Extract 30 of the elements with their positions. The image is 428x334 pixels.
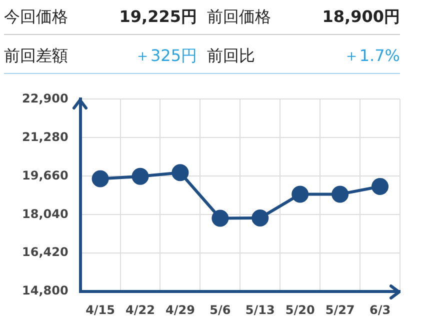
x-tick-label: 4/22	[126, 302, 155, 317]
point	[292, 186, 309, 203]
point	[132, 168, 149, 185]
text: 前回差額	[4, 46, 69, 66]
text: 18,900円	[321, 6, 400, 28]
point	[372, 178, 389, 195]
x-tick-label: 4/15	[86, 302, 116, 317]
point	[92, 170, 109, 188]
text: 前回比	[207, 46, 256, 66]
text: ＋325円	[133, 46, 197, 66]
text: ＋1.7%	[342, 46, 400, 66]
y-tick-label: 21,280	[22, 130, 68, 144]
text: 前回価格	[207, 6, 272, 28]
x-tick-label: 5/6	[210, 302, 231, 317]
y-tick-label: 19,660	[22, 168, 68, 182]
y-tick-label: 16,420	[22, 245, 68, 260]
point	[252, 209, 269, 226]
point	[212, 210, 229, 227]
text: 今回価格	[4, 6, 69, 28]
point	[172, 164, 189, 182]
x-tick-label: 5/13	[245, 302, 275, 317]
x-tick-label: 6/3	[369, 302, 391, 317]
y-tick-label: 14,800	[22, 284, 68, 298]
x-tick-label: 5/27	[325, 302, 355, 317]
y-tick-label: 22,900	[22, 91, 68, 106]
y-tick-label: 18,040	[22, 206, 68, 221]
text: 19,225円	[118, 6, 197, 28]
point	[332, 186, 349, 203]
x-tick-label: 5/20	[285, 302, 315, 317]
x-tick-label: 4/29	[165, 302, 195, 317]
